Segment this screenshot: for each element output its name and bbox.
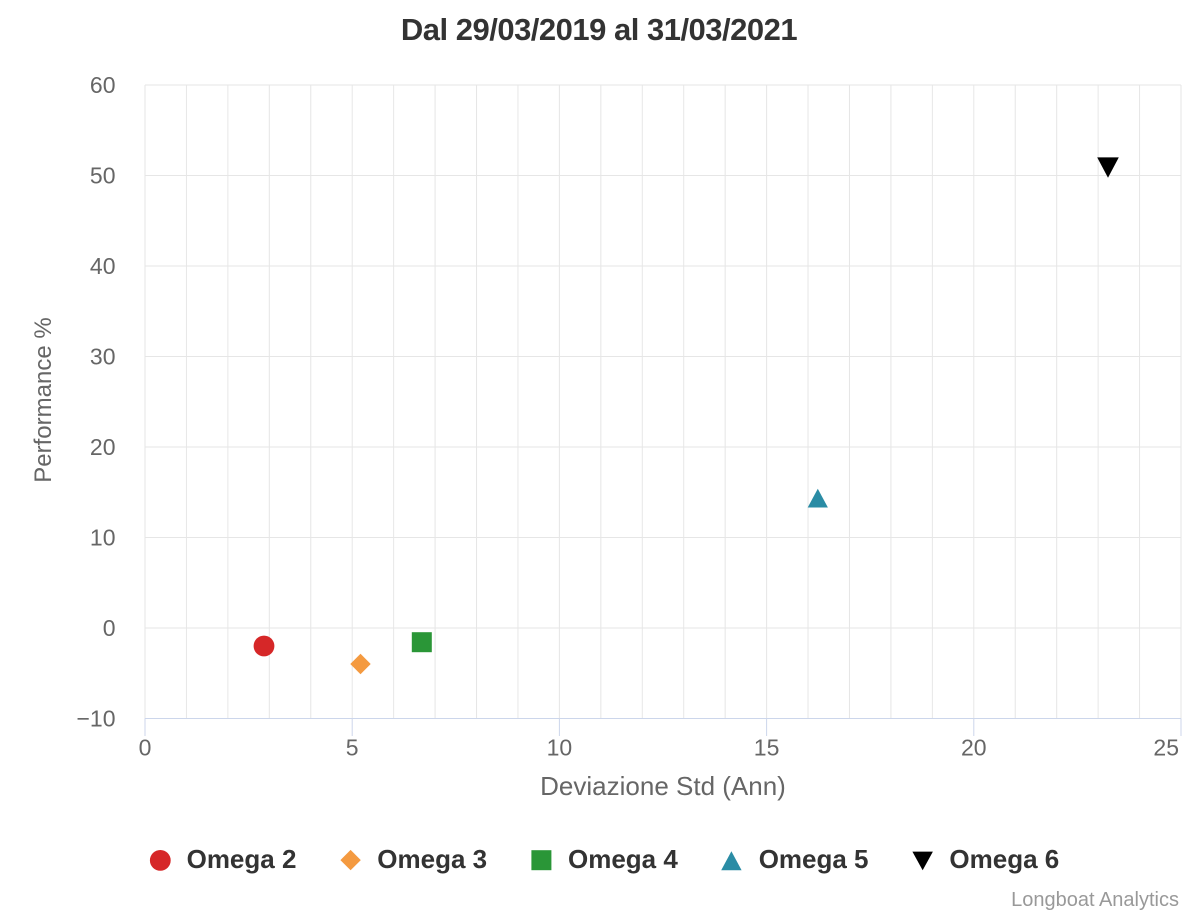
svg-text:Omega 4: Omega 4 [568, 844, 678, 874]
svg-text:0: 0 [139, 735, 152, 761]
svg-text:30: 30 [90, 344, 116, 370]
svg-text:10: 10 [90, 525, 116, 551]
svg-text:Longboat Analytics: Longboat Analytics [1011, 889, 1179, 911]
svg-text:20: 20 [90, 434, 116, 460]
svg-text:10: 10 [547, 735, 573, 761]
svg-text:15: 15 [754, 735, 780, 761]
svg-text:−10: −10 [76, 706, 115, 732]
svg-text:50: 50 [90, 163, 116, 189]
svg-text:Dal 29/03/2019 al 31/03/2021: Dal 29/03/2019 al 31/03/2021 [401, 12, 797, 47]
svg-text:60: 60 [90, 72, 116, 98]
svg-text:20: 20 [961, 735, 987, 761]
svg-text:25: 25 [1153, 735, 1179, 761]
svg-text:Omega 2: Omega 2 [187, 844, 297, 874]
svg-text:5: 5 [346, 735, 359, 761]
svg-text:Performance %: Performance % [30, 317, 57, 482]
svg-text:40: 40 [90, 253, 116, 279]
svg-text:Omega 3: Omega 3 [377, 844, 487, 874]
svg-text:Deviazione Std (Ann): Deviazione Std (Ann) [540, 771, 786, 801]
svg-text:Omega 6: Omega 6 [949, 844, 1059, 874]
svg-text:Omega 5: Omega 5 [759, 844, 869, 874]
svg-text:0: 0 [103, 615, 116, 641]
